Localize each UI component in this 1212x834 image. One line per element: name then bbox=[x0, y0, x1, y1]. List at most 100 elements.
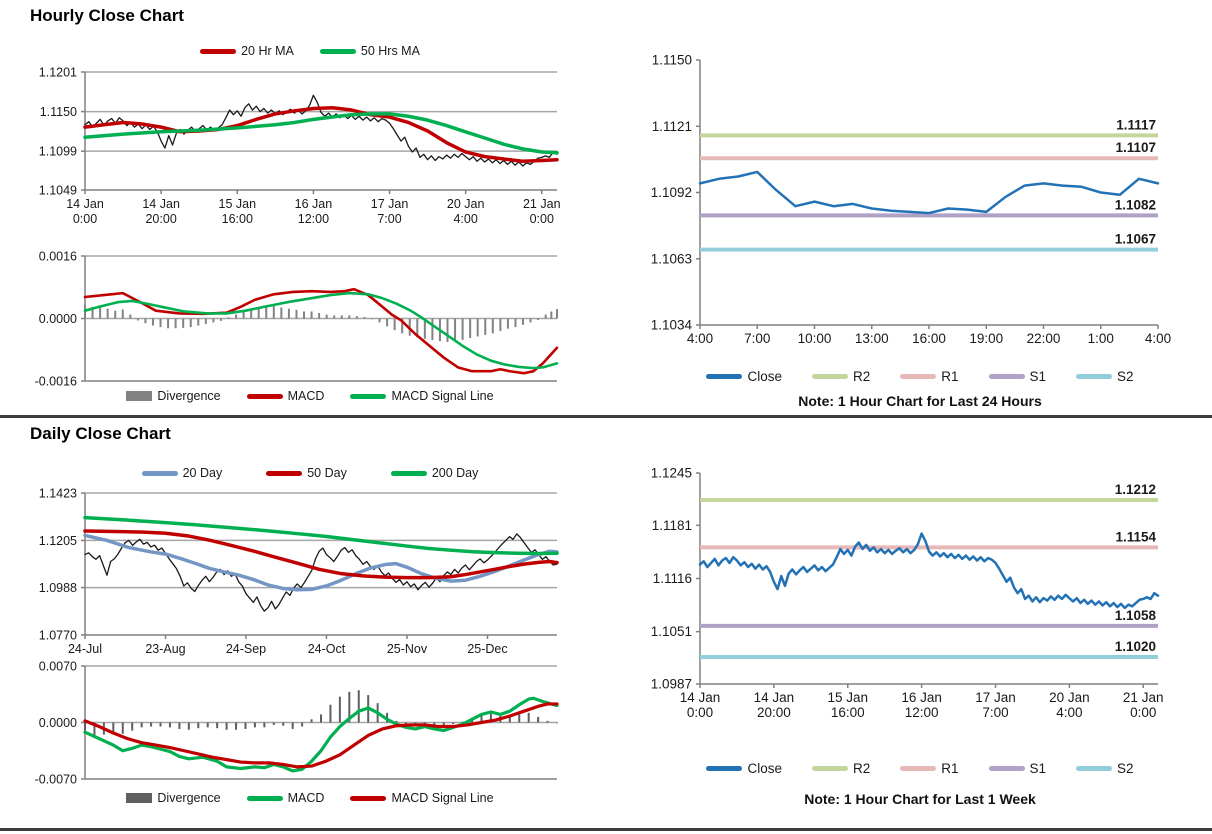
y-tick-label: 1.1063 bbox=[651, 251, 692, 266]
x-tick-label: 14 Jan bbox=[680, 690, 721, 705]
pivot-24h-note: Note: 1 Hour Chart for Last 24 Hours bbox=[798, 393, 1042, 409]
legend-item-macd: MACD bbox=[246, 389, 325, 403]
legend-item-20hr-ma: 20 Hr MA bbox=[200, 44, 294, 58]
y-tick-label: 1.1150 bbox=[652, 53, 692, 68]
line-swatch-icon bbox=[706, 766, 743, 771]
x-tick-label: 23-Aug bbox=[145, 642, 185, 656]
x-tick-label: 21 Jan bbox=[1123, 690, 1164, 705]
y-tick-label: 1.1092 bbox=[651, 185, 692, 200]
pivot-value-label: 1.1082 bbox=[1115, 197, 1156, 212]
bar-swatch-icon bbox=[126, 391, 153, 401]
line-swatch-icon bbox=[988, 766, 1025, 771]
line-swatch-icon bbox=[319, 48, 356, 54]
pivot-value-label: 1.1107 bbox=[1115, 140, 1156, 155]
pivot-24h-legend: Close R2 R1 S1 S2 bbox=[660, 369, 1180, 384]
y-tick-label: 1.0988 bbox=[39, 581, 77, 595]
line-swatch-icon bbox=[988, 374, 1025, 379]
x-tick-label: 24-Sep bbox=[226, 642, 266, 656]
line-swatch-icon bbox=[200, 48, 237, 54]
x-tick-label: 14 Jan bbox=[142, 197, 180, 211]
x-tick-label: 0:00 bbox=[687, 705, 713, 720]
legend-label: MACD Signal Line bbox=[391, 791, 494, 805]
line-swatch-icon bbox=[1076, 766, 1113, 771]
line-swatch-icon bbox=[350, 795, 387, 801]
y-tick-label: 1.1423 bbox=[39, 487, 77, 501]
legend-item-macd-signal: MACD Signal Line bbox=[350, 791, 494, 805]
daily_price-series-200-day bbox=[83, 515, 559, 556]
pivot-value-label: 1.1020 bbox=[1115, 639, 1156, 654]
x-tick-label: 17 Jan bbox=[371, 197, 409, 211]
y-tick-label: 1.0987 bbox=[651, 677, 692, 692]
x-tick-label: 20 Jan bbox=[1049, 690, 1090, 705]
legend-item-macd: MACD bbox=[246, 791, 324, 805]
legend-item-close: Close bbox=[706, 761, 782, 776]
pivot_24h-series-close bbox=[698, 170, 1160, 215]
x-tick-label: 16 Jan bbox=[901, 690, 942, 705]
x-tick-label: 22:00 bbox=[1027, 331, 1061, 346]
x-tick-label: 17 Jan bbox=[975, 690, 1016, 705]
hourly-price-legend: 20 Hr MA 50 Hrs MA bbox=[60, 44, 560, 58]
legend-item-s1: S1 bbox=[988, 369, 1047, 384]
daily-section-title: Daily Close Chart bbox=[30, 424, 171, 443]
daily-price-legend: 20 Day 50 Day 200 Day bbox=[60, 466, 560, 480]
x-tick-label: 24-Oct bbox=[308, 642, 346, 656]
line-swatch-icon bbox=[900, 766, 937, 771]
legend-label: R2 bbox=[852, 761, 871, 776]
legend-label: Divergence bbox=[157, 791, 221, 805]
legend-label: MACD Signal Line bbox=[391, 389, 494, 403]
legend-label: 200 Day bbox=[431, 466, 479, 480]
legend-label: S2 bbox=[1117, 761, 1134, 776]
x-tick-label: 20 Jan bbox=[447, 197, 485, 211]
x-tick-label: 25-Dec bbox=[467, 642, 507, 656]
legend-item-r1: R1 bbox=[900, 761, 959, 776]
x-tick-label: 19:00 bbox=[969, 331, 1003, 346]
pivot-week-legend: Close R2 R1 S1 S2 bbox=[660, 761, 1180, 776]
bar-swatch-icon bbox=[126, 793, 153, 803]
hourly_macd-plot: 0.0016 0.0000 -0.0016 bbox=[35, 250, 559, 389]
hourly-macd-legend: Divergence MACD MACD Signal Line bbox=[60, 389, 560, 403]
hourly_macd-series-macd bbox=[83, 287, 559, 375]
x-tick-label: 14 Jan bbox=[66, 197, 104, 211]
legend-item-divergence: Divergence bbox=[126, 791, 221, 805]
x-tick-label: 16:00 bbox=[912, 331, 946, 346]
legend-label: S1 bbox=[1029, 369, 1047, 384]
pivot_week-series-close bbox=[698, 532, 1160, 610]
daily_price-series-20-day bbox=[83, 533, 559, 592]
legend-label: MACD bbox=[287, 389, 325, 403]
x-tick-label: 14 Jan bbox=[754, 690, 795, 705]
y-tick-label: 1.1150 bbox=[40, 105, 77, 119]
line-swatch-icon bbox=[900, 374, 937, 379]
x-tick-label: 4:00 bbox=[1056, 705, 1082, 720]
y-tick-label: -0.0070 bbox=[35, 773, 77, 787]
line-swatch-icon bbox=[141, 470, 178, 476]
x-tick-label: 16:00 bbox=[831, 705, 865, 720]
daily_price-series-50-day bbox=[83, 529, 559, 580]
hourly_macd-divergence-bars bbox=[84, 304, 558, 342]
legend-label: R1 bbox=[941, 369, 959, 384]
bottom-divider bbox=[0, 828, 1212, 831]
y-tick-label: 1.1116 bbox=[653, 571, 692, 586]
x-tick-label: 1:00 bbox=[1088, 331, 1114, 346]
x-tick-label: 7:00 bbox=[982, 705, 1008, 720]
x-tick-label: 7:00 bbox=[744, 331, 770, 346]
x-tick-label: 0:00 bbox=[1130, 705, 1156, 720]
y-tick-label: 1.1245 bbox=[651, 466, 692, 481]
y-tick-label: 1.1051 bbox=[651, 624, 692, 639]
x-tick-label: 4:00 bbox=[453, 212, 477, 226]
x-tick-label: 4:00 bbox=[1145, 331, 1171, 346]
legend-label: Close bbox=[747, 369, 782, 384]
y-tick-label: 1.1099 bbox=[39, 145, 77, 159]
x-tick-label: 15 Jan bbox=[219, 197, 257, 211]
pivot-value-label: 1.1154 bbox=[1115, 529, 1156, 544]
section-divider bbox=[0, 415, 1212, 418]
legend-label: 50 Hrs MA bbox=[360, 44, 420, 58]
y-tick-label: -0.0016 bbox=[35, 375, 77, 389]
x-tick-label: 10:00 bbox=[798, 331, 832, 346]
x-tick-label: 16 Jan bbox=[295, 197, 333, 211]
legend-label: 50 Day bbox=[307, 466, 347, 480]
